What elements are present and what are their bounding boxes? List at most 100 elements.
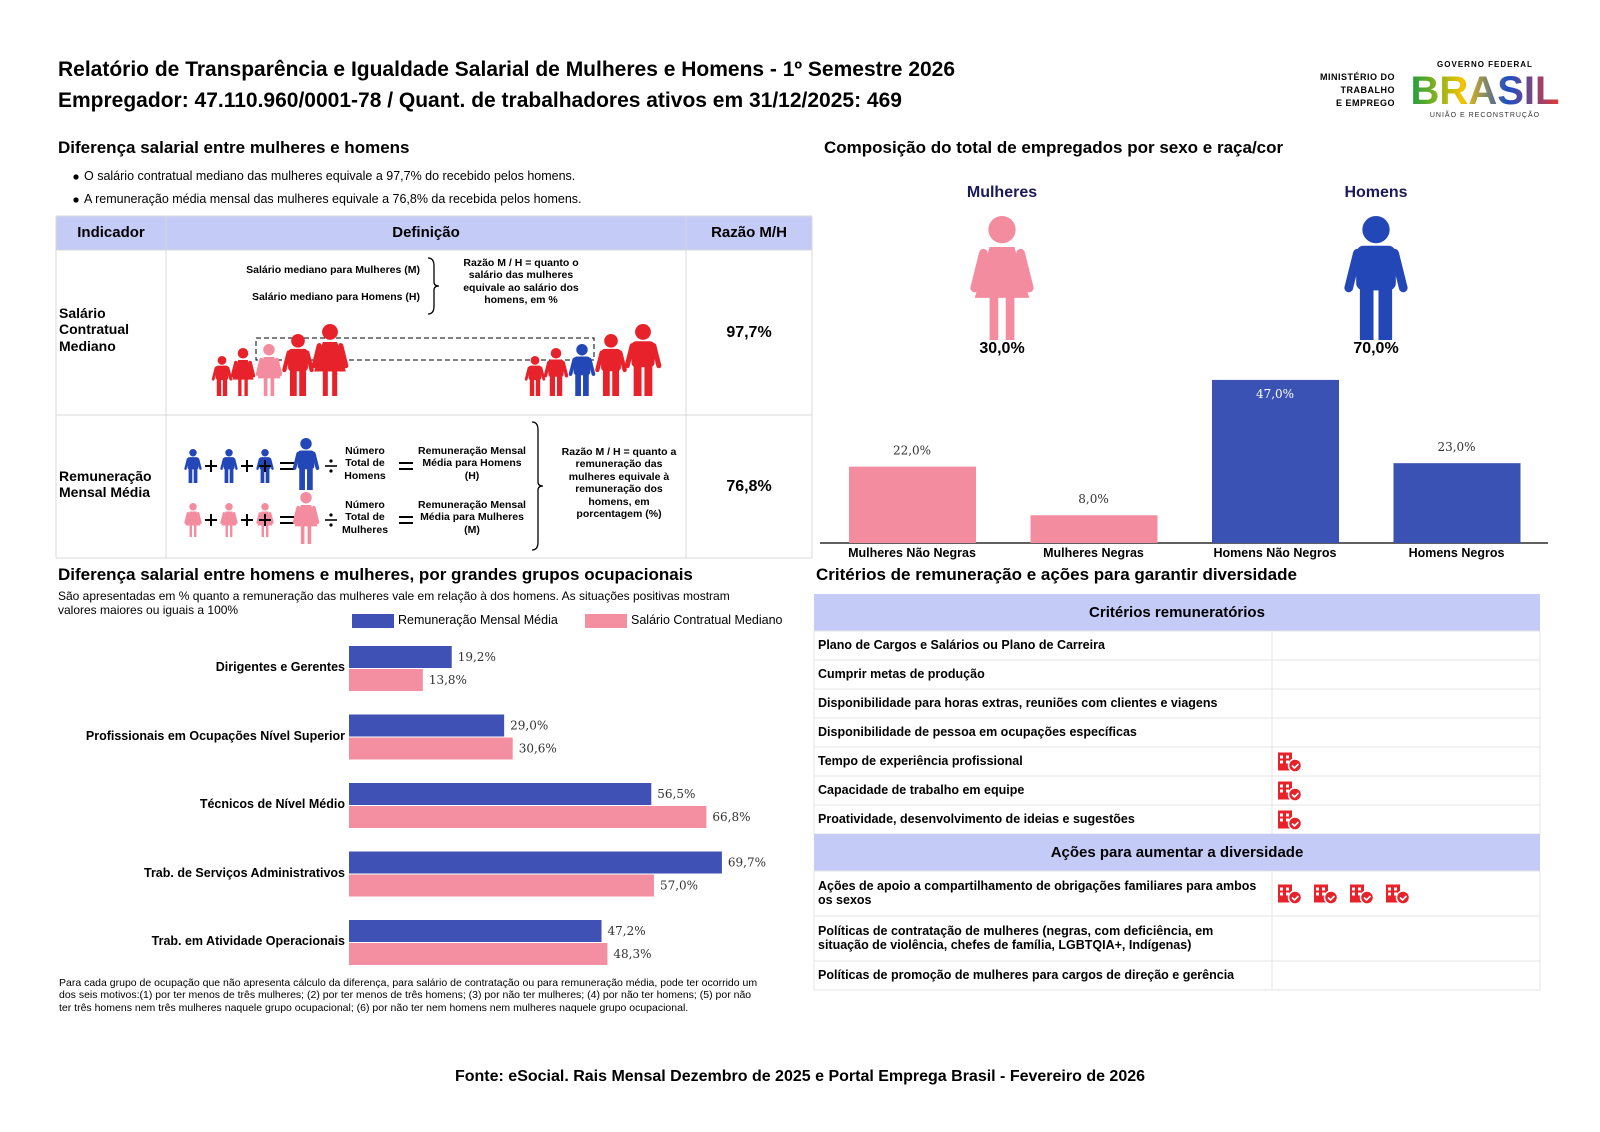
legend-swatch	[352, 614, 394, 628]
government-label: GOVERNO FEDERAL	[1437, 60, 1533, 69]
torso	[548, 359, 564, 377]
leg	[633, 364, 642, 396]
head	[291, 334, 305, 348]
arm	[561, 360, 569, 378]
head	[237, 348, 249, 359]
male-icon	[524, 356, 546, 396]
arm	[311, 505, 320, 524]
leg	[644, 364, 653, 396]
torso	[297, 450, 315, 470]
arm	[248, 360, 256, 378]
torso	[288, 348, 308, 372]
brace	[427, 257, 440, 315]
dress	[221, 511, 237, 526]
bar	[349, 783, 652, 805]
criteria-header: Critérios remuneratórios	[1089, 604, 1265, 621]
window	[1388, 892, 1391, 896]
leg	[263, 377, 268, 396]
window	[1388, 887, 1391, 891]
arm	[256, 512, 262, 524]
male-icon	[220, 449, 238, 483]
median-box	[255, 337, 595, 361]
window	[1280, 789, 1283, 793]
head	[322, 324, 338, 340]
criteria-header-bg	[814, 834, 1540, 871]
bullet	[73, 174, 79, 180]
torso	[187, 457, 199, 470]
torso	[215, 365, 229, 380]
window	[1394, 892, 1397, 896]
criteria-label: Tempo de experiência profissional	[818, 753, 1023, 768]
leg	[307, 467, 313, 490]
male-icon	[282, 334, 314, 396]
value-label: 47,2%	[608, 924, 646, 938]
arm	[1390, 248, 1408, 293]
criteria-row	[813, 804, 1541, 835]
check-badge	[1287, 787, 1303, 802]
leg	[261, 524, 264, 537]
leg	[216, 378, 222, 396]
bar	[1212, 379, 1339, 543]
arm	[230, 360, 238, 378]
head	[217, 356, 227, 365]
check	[1291, 821, 1300, 828]
table-header: Razão M/H	[711, 224, 787, 241]
leg	[188, 468, 193, 483]
head	[261, 503, 269, 511]
female-icon	[255, 344, 283, 396]
leg	[612, 368, 620, 396]
arm	[292, 451, 301, 470]
x-tick-label: Homens Negros	[1409, 546, 1505, 560]
head	[1362, 216, 1390, 244]
bar	[349, 874, 654, 897]
head	[225, 503, 233, 511]
leg	[193, 468, 198, 483]
head	[635, 324, 651, 340]
torso	[573, 356, 591, 376]
government-motto: UNIÃO E RECONSTRUÇÃO	[1429, 112, 1541, 119]
arm	[256, 458, 262, 470]
criteria-row	[813, 960, 1541, 991]
head	[530, 356, 540, 365]
x-tick-label: Mulheres Negras	[1043, 546, 1144, 560]
arm	[568, 357, 577, 376]
section-title: Critérios de remuneração e ações para ga…	[816, 565, 1297, 584]
y-tick-label: Trab. em Atividade Operacionais	[151, 934, 345, 948]
head	[988, 216, 1016, 244]
leg	[575, 373, 581, 396]
value-label: 23,0%	[1437, 440, 1475, 454]
section-description: São apresentadas em % quanto a remuneraç…	[58, 589, 730, 618]
window	[1358, 892, 1361, 896]
criteria-label: Disponibilidade para horas extras, reuni…	[818, 695, 1218, 710]
section-title: Diferença salarial entre homens e mulher…	[58, 565, 693, 584]
arm	[618, 350, 627, 373]
definition-label: Remuneração Mensal Média para Homens (H)	[418, 445, 526, 482]
female-icon	[292, 492, 320, 544]
window	[1316, 887, 1319, 891]
leg	[322, 370, 328, 396]
window	[1286, 813, 1289, 817]
definition-label: Salário mediano para Homens (H)	[251, 291, 420, 303]
indicator-name: Salário Contratual Mediano	[59, 304, 129, 354]
arm	[255, 357, 264, 376]
leg	[529, 378, 535, 396]
criteria-label: Proatividade, desenvolvimento de ideias …	[818, 811, 1135, 826]
check-badge	[1287, 758, 1303, 773]
leg	[230, 524, 233, 537]
bar	[1030, 515, 1158, 543]
action-icon	[1314, 884, 1339, 905]
value-label: 69,7%	[728, 856, 766, 870]
table-header: Definição	[392, 224, 460, 241]
criteria-label: Ações de apoio a compartilhamento de obr…	[818, 878, 1257, 908]
check	[1291, 895, 1300, 902]
leg	[1359, 285, 1374, 340]
arm	[184, 512, 190, 524]
male-icon	[595, 334, 627, 396]
window	[1286, 892, 1289, 896]
action-icon	[1278, 884, 1303, 905]
head	[300, 492, 312, 504]
action-icon	[1278, 752, 1303, 773]
male-icon	[624, 324, 662, 396]
